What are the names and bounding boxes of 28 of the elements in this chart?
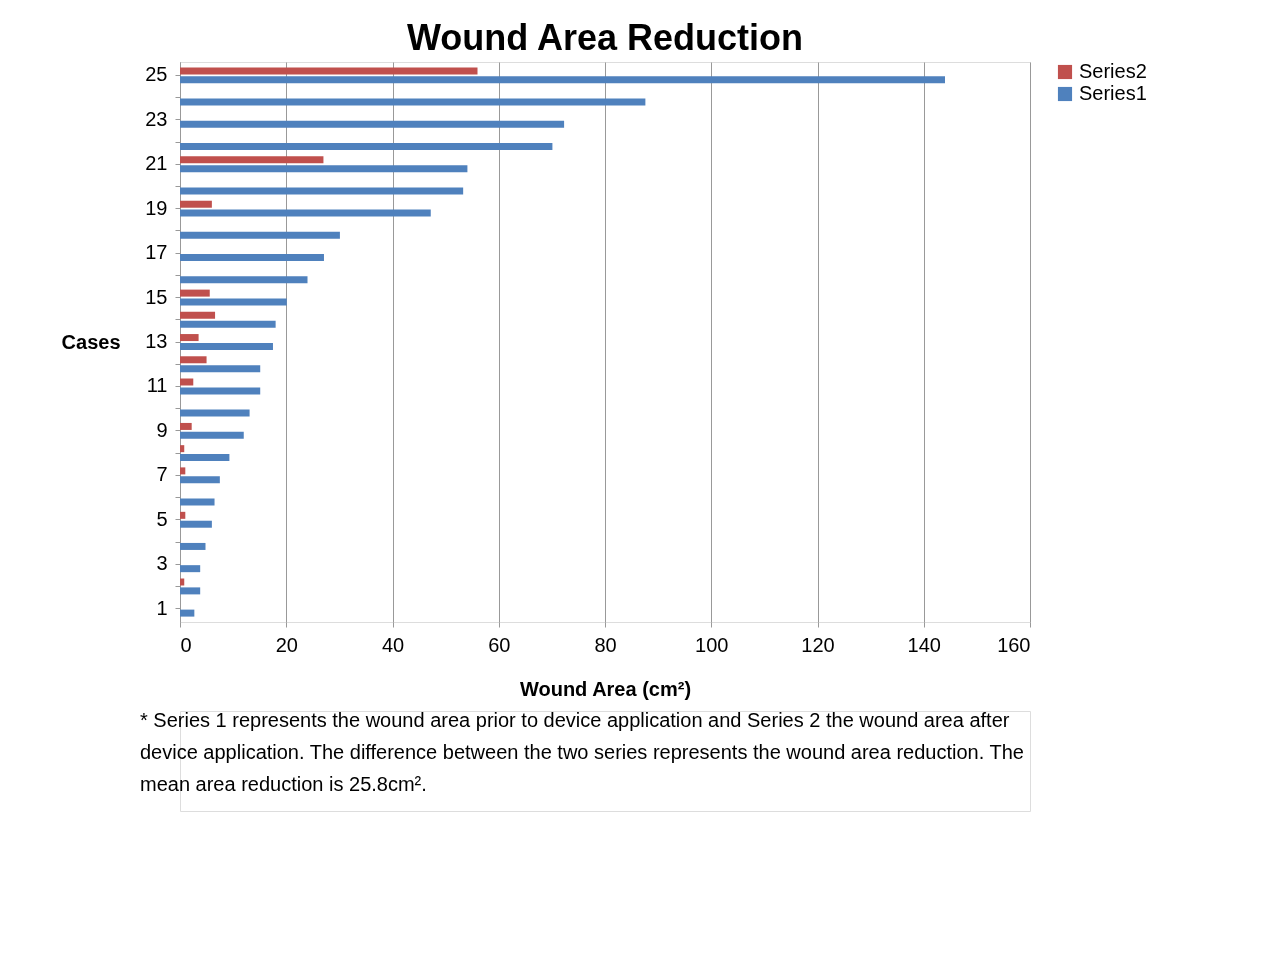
x-axis-title: Wound Area (cm²) bbox=[519, 677, 692, 700]
x-tick-label: 60 bbox=[488, 633, 511, 656]
y-tick-label: 23 bbox=[145, 107, 168, 130]
legend-label: Series2 bbox=[1079, 60, 1147, 82]
y-tick-label: 21 bbox=[145, 152, 168, 175]
x-tick-label: 160 bbox=[997, 633, 1031, 656]
y-tick-label: 19 bbox=[145, 196, 168, 219]
text: * Series 1 represents the wound area prior to device application and Series 2 the wound area after device application. The difference between the two series represents the wound area reduction. The mean area reduction is 25.8cm². bbox=[140, 709, 1024, 795]
x-tick-label: 80 bbox=[594, 633, 617, 656]
y-tick-label: 1 bbox=[156, 596, 168, 619]
x-tick-label: 40 bbox=[381, 633, 405, 656]
y-tick-label: 9 bbox=[156, 418, 168, 441]
x-tick-label: 100 bbox=[695, 633, 729, 656]
chart-title: Wound Area Reduction bbox=[407, 17, 803, 58]
y-tick-label: 17 bbox=[145, 241, 168, 264]
legend-label: Series1 bbox=[1079, 82, 1147, 104]
x-tick-label: 140 bbox=[907, 633, 941, 656]
y-tick-label: 13 bbox=[145, 330, 168, 352]
y-tick-label: 3 bbox=[156, 552, 168, 575]
x-tick-label: 0 bbox=[180, 633, 192, 656]
x-tick-label: 20 bbox=[275, 633, 298, 656]
y-tick-label: 25 bbox=[145, 63, 168, 86]
y-tick-label: 11 bbox=[146, 374, 168, 397]
y-axis-title: Cases bbox=[61, 330, 121, 353]
y-tick-label: 15 bbox=[145, 285, 168, 308]
x-tick-label: 120 bbox=[801, 633, 835, 656]
y-tick-label: 5 bbox=[156, 507, 168, 530]
y-tick-label: 7 bbox=[156, 463, 168, 486]
